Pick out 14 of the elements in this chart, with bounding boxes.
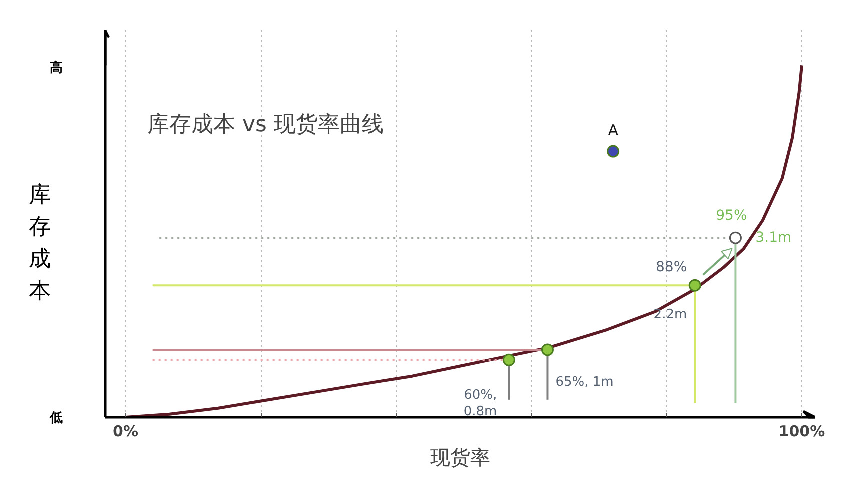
annotation: 88% — [656, 260, 688, 276]
x-tick-label: 100% — [778, 422, 826, 440]
annotation: 2.2m — [654, 308, 688, 323]
annotation: 60%, 0.8m — [464, 388, 498, 420]
text: 低 — [50, 410, 63, 428]
text: 高 — [50, 60, 63, 78]
annotation: 65%, 1m — [556, 374, 614, 390]
x-axis-title: 现货率 — [430, 446, 490, 470]
annotation: 3.1m — [756, 230, 792, 246]
y-axis-title: 库存成本 — [28, 182, 52, 306]
x-tick-label: 0% — [113, 422, 139, 440]
annotation: A — [608, 122, 620, 140]
annotation: 95% — [716, 208, 748, 224]
text: 库存成本 vs 现货率曲线 — [148, 112, 384, 138]
